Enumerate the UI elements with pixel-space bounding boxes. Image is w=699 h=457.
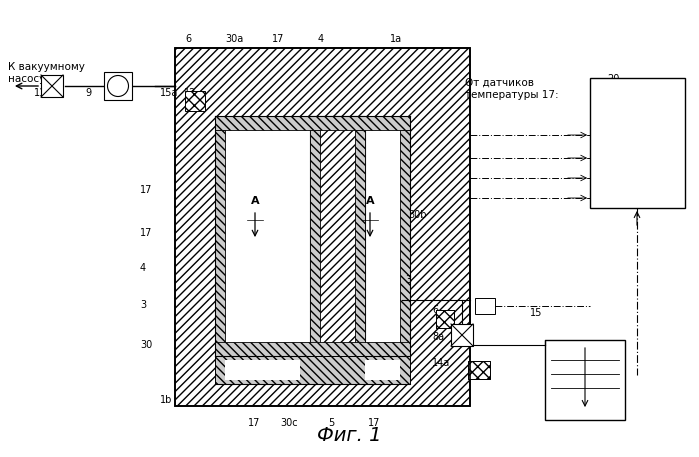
Bar <box>365 116 410 356</box>
Text: 17: 17 <box>140 185 152 195</box>
Text: 9: 9 <box>85 88 91 98</box>
Text: A: A <box>251 196 259 206</box>
Text: 5: 5 <box>328 418 334 428</box>
Text: 16: 16 <box>548 375 561 385</box>
Bar <box>104 72 132 100</box>
Bar <box>365 360 400 380</box>
Text: 17: 17 <box>248 418 260 428</box>
Text: 6: 6 <box>185 34 191 44</box>
Text: 30: 30 <box>140 340 152 350</box>
Text: От датчиков
температуры 17:: От датчиков температуры 17: <box>465 78 559 100</box>
Bar <box>185 91 205 111</box>
Text: 17: 17 <box>140 228 152 238</box>
Text: 13: 13 <box>110 88 122 98</box>
Text: 3: 3 <box>140 300 146 310</box>
Text: 15: 15 <box>530 308 542 318</box>
Text: 11: 11 <box>34 88 46 98</box>
Text: 17: 17 <box>272 34 284 44</box>
Text: A: A <box>366 196 374 206</box>
Bar <box>175 48 470 406</box>
Text: 1a: 1a <box>390 34 402 44</box>
Bar <box>436 310 454 328</box>
Bar <box>468 361 490 379</box>
Bar <box>590 78 685 208</box>
Bar <box>310 116 365 356</box>
Text: К вакуумному
насосу: К вакуумному насосу <box>8 62 85 84</box>
Text: 3: 3 <box>405 275 411 285</box>
Text: 15a: 15a <box>160 88 178 98</box>
Bar <box>468 361 490 379</box>
Bar <box>215 116 410 130</box>
Text: 14a: 14a <box>432 358 450 368</box>
Bar <box>225 360 300 380</box>
Bar <box>400 130 410 356</box>
Bar <box>215 356 410 384</box>
Bar <box>41 75 63 97</box>
Text: 30b: 30b <box>408 210 426 220</box>
Text: 4: 4 <box>318 34 324 44</box>
Text: 17: 17 <box>368 418 380 428</box>
Bar <box>355 130 365 356</box>
Text: 8a: 8a <box>432 332 444 342</box>
Bar <box>475 298 495 314</box>
Bar <box>545 340 625 420</box>
Text: 4: 4 <box>140 263 146 273</box>
Text: 21: 21 <box>474 302 487 312</box>
Bar <box>310 130 320 356</box>
Bar <box>215 342 410 356</box>
Text: 1b: 1b <box>160 395 173 405</box>
Text: Фиг. 1: Фиг. 1 <box>317 426 381 445</box>
Text: 30c: 30c <box>280 418 298 428</box>
Bar <box>215 130 225 356</box>
Bar <box>436 310 454 328</box>
Circle shape <box>108 75 129 96</box>
Text: 8: 8 <box>458 332 464 342</box>
Bar <box>215 116 310 356</box>
Text: 20: 20 <box>607 74 619 84</box>
Text: 12: 12 <box>184 88 196 98</box>
Text: 6: 6 <box>432 305 438 315</box>
Text: 30a: 30a <box>225 34 243 44</box>
Bar <box>451 324 473 346</box>
Bar <box>175 48 470 406</box>
